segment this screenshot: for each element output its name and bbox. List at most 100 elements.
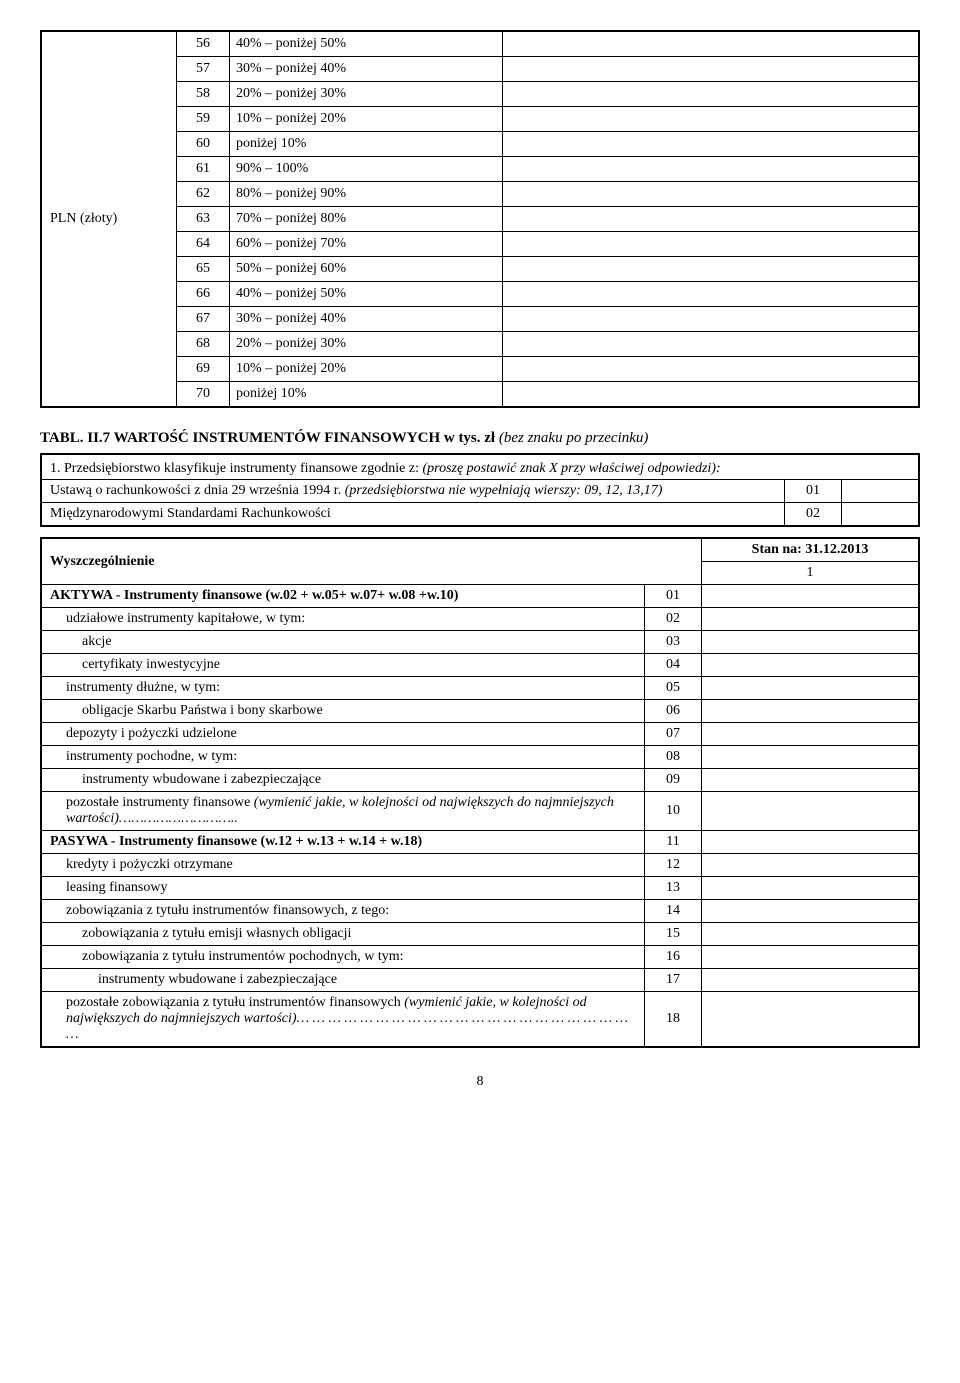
heading-main: TABL. II.7 WARTOŚĆ INSTRUMENTÓW FINANSOW… (40, 430, 495, 446)
row-number: 56 (177, 31, 230, 57)
table-row-num: 17 (645, 969, 702, 992)
table-row-value (702, 877, 920, 900)
table-row-num: 01 (645, 585, 702, 608)
row-value (503, 57, 920, 82)
table-row-value (702, 946, 920, 969)
row-value (503, 31, 920, 57)
row-desc: poniżej 10% (230, 132, 503, 157)
table-row-desc: AKTYWA - Instrumenty finansowe (w.02 + w… (41, 585, 645, 608)
option-label: Ustawą o rachunkowości z dnia 29 wrześni… (42, 480, 785, 503)
row-desc: 80% – poniżej 90% (230, 182, 503, 207)
table-row-desc: depozyty i pożyczki udzielone (41, 723, 645, 746)
table-row-value (702, 677, 920, 700)
table-row-value (702, 923, 920, 946)
row-number: 66 (177, 282, 230, 307)
table-row-desc: certyfikaty inwestycyjne (41, 654, 645, 677)
row-desc: 40% – poniżej 50% (230, 282, 503, 307)
row-desc: 50% – poniżej 60% (230, 257, 503, 282)
table-row-desc: leasing finansowy (41, 877, 645, 900)
table-row-value (702, 700, 920, 723)
table-row-num: 15 (645, 923, 702, 946)
row-number: 58 (177, 82, 230, 107)
row-desc: 30% – poniżej 40% (230, 57, 503, 82)
table-row-value (702, 631, 920, 654)
table-row-value (702, 854, 920, 877)
table-row-desc: zobowiązania z tytułu emisji własnych ob… (41, 923, 645, 946)
row-desc: poniżej 10% (230, 382, 503, 408)
row-number: 68 (177, 332, 230, 357)
heading-note: (bez znaku po przecinku) (495, 430, 648, 446)
row-desc: 30% – poniżej 40% (230, 307, 503, 332)
row-desc: 60% – poniżej 70% (230, 232, 503, 257)
row-value (503, 132, 920, 157)
col-header-date: Stan na: 31.12.2013 (702, 538, 920, 562)
table-row-desc: pozostałe instrumenty finansowe (wymieni… (41, 792, 645, 831)
pln-label: PLN (złoty) (41, 31, 177, 407)
row-value (503, 82, 920, 107)
row-value (503, 357, 920, 382)
table-row-num: 10 (645, 792, 702, 831)
table-row-desc: akcje (41, 631, 645, 654)
row-number: 61 (177, 157, 230, 182)
classification-box: 1. Przedsiębiorstwo klasyfikuje instrume… (40, 453, 920, 527)
row-value (503, 157, 920, 182)
classification-question: 1. Przedsiębiorstwo klasyfikuje instrume… (42, 459, 918, 479)
row-number: 62 (177, 182, 230, 207)
instruments-table: Wyszczególnienie Stan na: 31.12.2013 1 A… (40, 537, 920, 1048)
option-mark (842, 503, 919, 526)
table-row-num: 03 (645, 631, 702, 654)
row-number: 60 (177, 132, 230, 157)
row-value (503, 182, 920, 207)
row-desc: 40% – poniżej 50% (230, 31, 503, 57)
table-row-num: 08 (645, 746, 702, 769)
table-row-num: 14 (645, 900, 702, 923)
table-row-desc: instrumenty dłużne, w tym: (41, 677, 645, 700)
row-number: 64 (177, 232, 230, 257)
row-desc: 20% – poniżej 30% (230, 332, 503, 357)
classification-options: Ustawą o rachunkowości z dnia 29 wrześni… (42, 479, 918, 525)
table-row-num: 07 (645, 723, 702, 746)
row-desc: 10% – poniżej 20% (230, 107, 503, 132)
row-number: 70 (177, 382, 230, 408)
section-heading: TABL. II.7 WARTOŚĆ INSTRUMENTÓW FINANSOW… (40, 430, 920, 447)
row-value (503, 307, 920, 332)
page-number: 8 (40, 1074, 920, 1090)
row-desc: 20% – poniżej 30% (230, 82, 503, 107)
table-row-num: 06 (645, 700, 702, 723)
col-header-sub: 1 (702, 562, 920, 585)
row-number: 67 (177, 307, 230, 332)
option-label: Międzynarodowymi Standardami Rachunkowoś… (42, 503, 785, 526)
row-value (503, 232, 920, 257)
table-row-num: 18 (645, 992, 702, 1048)
table-row-value (702, 831, 920, 854)
row-number: 59 (177, 107, 230, 132)
row-desc: 70% – poniżej 80% (230, 207, 503, 232)
row-number: 63 (177, 207, 230, 232)
row-desc: 90% – 100% (230, 157, 503, 182)
row-number: 69 (177, 357, 230, 382)
row-value (503, 282, 920, 307)
row-desc: 10% – poniżej 20% (230, 357, 503, 382)
table-row-desc: zobowiązania z tytułu instrumentów finan… (41, 900, 645, 923)
table-row-value (702, 608, 920, 631)
row-value (503, 257, 920, 282)
table-row-value (702, 769, 920, 792)
table-row-desc: instrumenty wbudowane i zabezpieczające (41, 969, 645, 992)
table-row-value (702, 792, 920, 831)
row-number: 57 (177, 57, 230, 82)
table-row-desc: udziałowe instrumenty kapitałowe, w tym: (41, 608, 645, 631)
option-mark (842, 480, 919, 503)
table-row-num: 13 (645, 877, 702, 900)
table-row-desc: PASYWA - Instrumenty finansowe (w.12 + w… (41, 831, 645, 854)
table-row-num: 16 (645, 946, 702, 969)
q-italic: (proszę postawić znak X przy właściwej o… (422, 461, 720, 476)
table-row-num: 04 (645, 654, 702, 677)
table-row-num: 09 (645, 769, 702, 792)
table-row-num: 11 (645, 831, 702, 854)
option-number: 01 (785, 480, 842, 503)
option-number: 02 (785, 503, 842, 526)
table-row-value (702, 992, 920, 1048)
pln-range-table: PLN (złoty)5640% – poniżej 50%5730% – po… (40, 30, 920, 408)
table-row-num: 05 (645, 677, 702, 700)
table-row-desc: pozostałe zobowiązania z tytułu instrume… (41, 992, 645, 1048)
